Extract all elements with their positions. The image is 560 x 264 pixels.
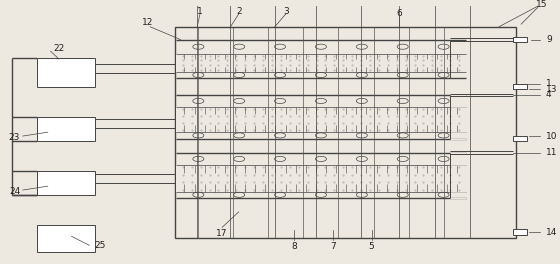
Text: 23: 23 [9,133,20,142]
Text: 22: 22 [53,44,64,53]
Text: 24: 24 [9,187,20,196]
Bar [175,27,516,238]
Bar [513,37,526,43]
Text: 3: 3 [283,7,289,16]
Text: 1: 1 [546,79,552,88]
Text: 25: 25 [95,241,106,250]
Text: 7: 7 [330,242,336,251]
Bar [513,136,526,142]
Text: 8: 8 [291,242,297,251]
Text: 15: 15 [536,1,548,10]
Bar [36,58,95,87]
Text: 5: 5 [368,242,375,251]
Bar [36,171,95,195]
Text: 9: 9 [546,35,552,44]
Bar [36,117,95,141]
Text: 2: 2 [236,7,241,16]
Bar [513,84,526,89]
Text: 1: 1 [197,7,203,16]
Text: 11: 11 [546,148,558,157]
Bar [36,225,95,252]
Text: 14: 14 [546,228,557,237]
Bar [176,54,466,72]
Text: 17: 17 [216,229,228,238]
Text: 10: 10 [546,131,558,140]
Bar [513,229,526,235]
Text: 6: 6 [396,10,402,18]
Bar [176,107,466,132]
Text: 4: 4 [546,90,552,100]
Text: 12: 12 [142,18,153,27]
Bar [176,165,466,192]
Text: 13: 13 [546,85,558,94]
